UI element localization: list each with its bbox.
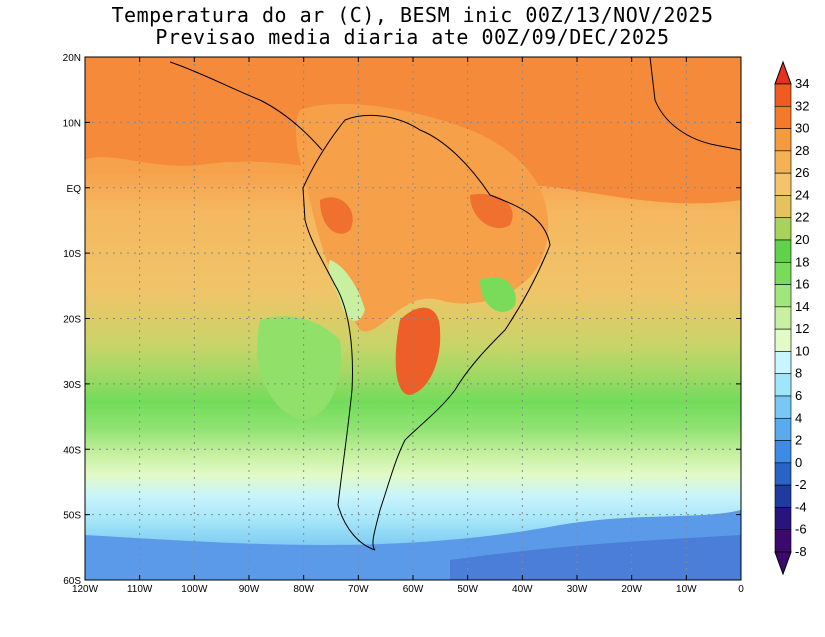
coastline-africa — [649, 56, 742, 151]
colorbar-label: 26 — [795, 165, 809, 180]
colorbar-segment — [774, 128, 792, 152]
cool-zone-pacific — [257, 316, 341, 420]
x-tick-label: 120W — [72, 584, 99, 595]
colorbar-bottom-arrow — [774, 551, 792, 576]
colorbar-label: 30 — [795, 121, 809, 136]
x-tick-label: 50W — [457, 584, 478, 595]
x-tick-label: 20W — [621, 584, 642, 595]
x-tick-label: 60W — [403, 584, 424, 595]
colorbar-label: -2 — [795, 477, 807, 492]
coastline-central-america — [169, 61, 323, 151]
colorbar-label: 12 — [795, 321, 809, 336]
hot-zone-north-brazil — [320, 197, 353, 234]
colorbar-segment — [774, 373, 792, 397]
colorbar-segment — [774, 261, 792, 285]
colorbar-label: 4 — [795, 410, 802, 425]
y-tick-label: 60S — [63, 576, 81, 587]
x-tick-label: 30W — [567, 584, 588, 595]
colorbar-label: 24 — [795, 187, 809, 202]
colorbar-top-arrow — [774, 60, 792, 85]
colorbar-label: 16 — [795, 277, 809, 292]
y-tick-label: 30S — [63, 380, 81, 391]
colorbar-label: -4 — [795, 499, 807, 514]
y-tick-label: 20N — [63, 53, 81, 64]
colorbar-label: 28 — [795, 143, 809, 158]
cool-zone-brazil-plateau — [480, 276, 516, 312]
y-tick-label: EQ — [67, 184, 82, 195]
colorbar-segment — [774, 328, 792, 352]
x-tick-label: 110W — [127, 584, 153, 595]
colorbar-segment — [774, 195, 792, 219]
colorbar-label: 10 — [795, 343, 809, 358]
colorbar-label: 22 — [795, 210, 809, 225]
x-tick-label: 10W — [676, 584, 697, 595]
y-tick-label: 10N — [63, 118, 81, 129]
colorbar-label: 14 — [795, 299, 809, 314]
colorbar-segment — [774, 284, 792, 308]
hot-zone-east-brazil — [470, 194, 513, 229]
colorbar-segment — [774, 462, 792, 486]
y-tick-label: 10S — [63, 249, 81, 260]
x-tick-label: 100W — [181, 584, 208, 595]
colorbar-label: 20 — [795, 232, 809, 247]
colorbar-label: 34 — [795, 76, 809, 91]
axis-ticks: 120W 110W 100W 90W 80W 70W 60W 50W 40W 30W 20W 10W 0… — [63, 53, 745, 595]
colorbar-label: 18 — [795, 254, 809, 269]
grid-lines — [85, 57, 741, 580]
colorbar-segment — [774, 529, 792, 553]
colorbar-label: 2 — [795, 433, 802, 448]
colorbar-label: 6 — [795, 388, 802, 403]
colorbar-segment — [774, 239, 792, 263]
colorbar-segment — [774, 484, 792, 508]
colorbar-label: -6 — [795, 522, 807, 537]
colorbar-segment — [774, 417, 792, 441]
map-subtitle: Previsao media diaria ate 00Z/09/DEC/202… — [155, 25, 670, 49]
colorbar-segment — [774, 105, 792, 129]
colorbar-label: 32 — [795, 98, 809, 113]
coastline-south-america — [302, 114, 551, 551]
x-tick-label: 70W — [348, 584, 369, 595]
map-title: Temperatura do ar (C), BESM inic 00Z/13/… — [111, 3, 714, 27]
colorbar-segment — [774, 440, 792, 464]
x-tick-label: 80W — [293, 584, 314, 595]
colorbar-segment — [774, 395, 792, 419]
cool-zone-andes — [328, 260, 365, 321]
hot-zone-chaco — [395, 307, 441, 395]
colorbar-segment — [774, 217, 792, 241]
colorbar-label: -8 — [795, 544, 807, 559]
y-tick-label: 40S — [63, 445, 81, 456]
colorbar-segment — [774, 507, 792, 531]
x-tick-label: 90W — [239, 584, 260, 595]
colorbar-segment — [774, 150, 792, 174]
x-tick-label: 40W — [512, 584, 533, 595]
colorbar-segment — [774, 83, 792, 107]
colorbar-label: 0 — [795, 455, 802, 470]
y-tick-label: 50S — [63, 511, 81, 522]
warm-zone-continent — [295, 103, 549, 332]
y-tick-label: 20S — [63, 315, 81, 326]
colorbar-segment — [774, 351, 792, 375]
colorbar-label: 8 — [795, 366, 802, 381]
x-tick-label: 0 — [738, 584, 744, 595]
colorbar-segment — [774, 172, 792, 196]
colorbar-segment — [774, 306, 792, 330]
